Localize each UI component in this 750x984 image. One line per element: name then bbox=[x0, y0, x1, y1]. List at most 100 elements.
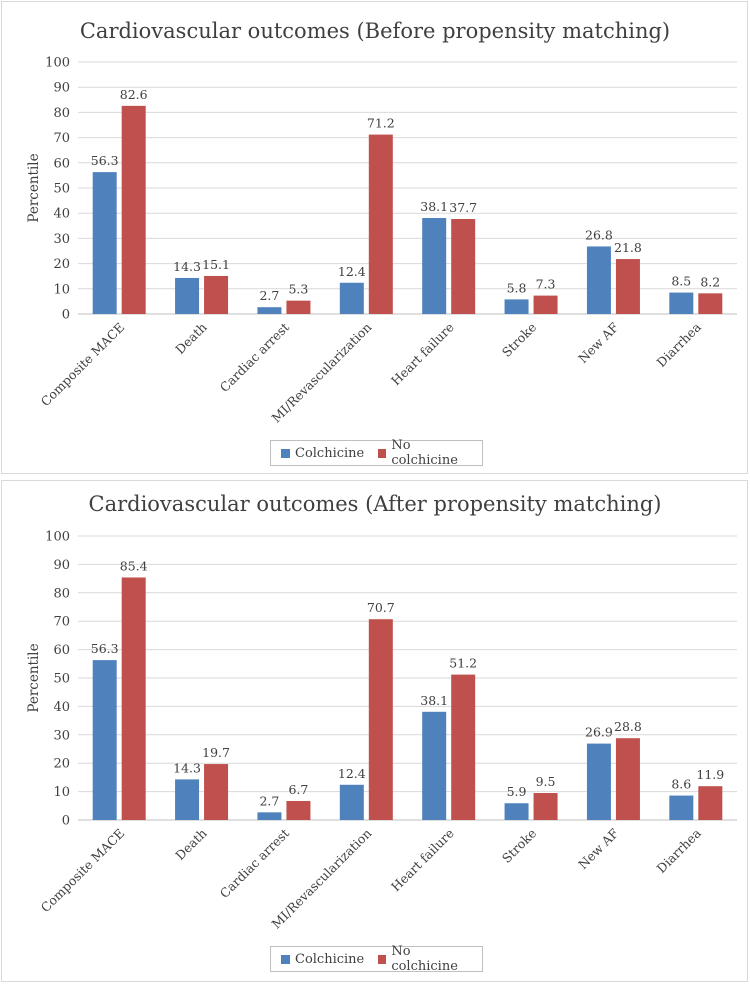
bar-colchicine-diarrhea bbox=[669, 795, 694, 820]
data-label-no-colchicine-death: 15.1 bbox=[202, 257, 230, 272]
data-label-no-colchicine-mi-revascularization: 71.2 bbox=[367, 116, 395, 131]
legend-label-no-colchicine: No colchicine bbox=[391, 944, 458, 974]
legend-item-colchicine: Colchicine bbox=[281, 446, 364, 461]
legend-swatch-no-colchicine bbox=[378, 448, 387, 458]
bar-no-colchicine-death bbox=[204, 275, 229, 314]
bar-no-colchicine-mi-revascularization bbox=[368, 619, 393, 820]
data-label-no-colchicine-cardiac-arrest: 5.3 bbox=[288, 282, 308, 297]
y-tick-label: 40 bbox=[53, 700, 70, 715]
data-label-colchicine-mi-revascularization: 12.4 bbox=[338, 766, 366, 781]
y-tick-label: 70 bbox=[53, 131, 70, 146]
y-tick-label: 60 bbox=[53, 643, 70, 658]
bar-no-colchicine-heart-failure bbox=[451, 218, 476, 314]
x-tick-label: New AF bbox=[575, 319, 622, 366]
x-tick-label: Stroke bbox=[499, 320, 539, 360]
data-label-no-colchicine-cardiac-arrest: 6.7 bbox=[288, 782, 308, 797]
y-axis-label: Percentile bbox=[26, 643, 42, 712]
legend-item-no-colchicine: No colchicine bbox=[378, 438, 472, 468]
x-tick-label: Diarrhea bbox=[653, 825, 704, 876]
chart-panel-before: Cardiovascular outcomes (Before propensi… bbox=[1, 1, 748, 474]
y-tick-label: 30 bbox=[53, 728, 70, 743]
y-tick-label: 90 bbox=[53, 81, 70, 96]
bar-no-colchicine-heart-failure bbox=[451, 674, 476, 820]
y-tick-label: 10 bbox=[53, 282, 70, 297]
legend-label-colchicine: Colchicine bbox=[295, 951, 365, 967]
chart-title: Cardiovascular outcomes (After propensit… bbox=[89, 492, 662, 516]
data-label-colchicine-stroke: 5.9 bbox=[507, 784, 527, 799]
bar-no-colchicine-mi-revascularization bbox=[368, 134, 393, 314]
chart-after-svg: Cardiovascular outcomes (After propensit… bbox=[26, 492, 737, 931]
data-label-no-colchicine-diarrhea: 11.9 bbox=[696, 767, 724, 782]
x-tick-label: Heart failure bbox=[388, 320, 457, 389]
bar-colchicine-stroke bbox=[504, 299, 529, 314]
data-label-colchicine-stroke: 5.8 bbox=[507, 280, 527, 295]
y-tick-label: 70 bbox=[53, 615, 70, 630]
y-tick-label: 90 bbox=[53, 558, 70, 573]
legend-after: Colchicine No colchicine bbox=[270, 944, 483, 974]
bar-no-colchicine-stroke bbox=[533, 295, 558, 314]
data-label-no-colchicine-stroke: 9.5 bbox=[536, 774, 556, 789]
bar-no-colchicine-new-af bbox=[615, 738, 640, 820]
data-label-colchicine-cardiac-arrest: 2.7 bbox=[259, 288, 279, 303]
bar-colchicine-diarrhea bbox=[669, 292, 694, 314]
y-tick-label: 50 bbox=[53, 672, 70, 687]
x-tick-label: Stroke bbox=[499, 826, 539, 866]
y-axis-label: Percentile bbox=[26, 153, 42, 222]
data-label-colchicine-new-af: 26.9 bbox=[585, 725, 613, 740]
y-tick-label: 100 bbox=[45, 530, 70, 545]
x-tick-label: Cardiac arrest bbox=[217, 320, 292, 395]
x-tick-label: Composite MACE bbox=[38, 826, 128, 916]
y-tick-label: 60 bbox=[53, 156, 70, 171]
data-label-colchicine-composite-mace: 56.3 bbox=[91, 641, 119, 656]
bar-colchicine-cardiac-arrest bbox=[257, 812, 282, 820]
legend-swatch-colchicine bbox=[281, 448, 290, 458]
data-label-no-colchicine-stroke: 7.3 bbox=[536, 277, 556, 292]
data-label-no-colchicine-composite-mace: 85.4 bbox=[120, 558, 148, 573]
x-tick-label: Heart failure bbox=[388, 826, 457, 895]
y-tick-label: 80 bbox=[53, 106, 70, 121]
bar-no-colchicine-composite-mace bbox=[121, 577, 146, 820]
data-label-colchicine-heart-failure: 38.1 bbox=[420, 199, 448, 214]
bar-no-colchicine-cardiac-arrest bbox=[286, 800, 311, 820]
data-label-no-colchicine-heart-failure: 37.7 bbox=[449, 200, 477, 215]
legend-item-colchicine: Colchicine bbox=[281, 952, 364, 967]
x-tick-label: Composite MACE bbox=[38, 320, 128, 410]
bar-colchicine-new-af bbox=[586, 246, 611, 314]
bar-no-colchicine-cardiac-arrest bbox=[286, 300, 311, 314]
data-label-no-colchicine-composite-mace: 82.6 bbox=[120, 87, 148, 102]
x-tick-label: Death bbox=[172, 826, 209, 863]
legend-before: Colchicine No colchicine bbox=[270, 438, 483, 468]
bar-no-colchicine-diarrhea bbox=[698, 293, 723, 314]
bar-no-colchicine-new-af bbox=[615, 259, 640, 314]
data-label-colchicine-mi-revascularization: 12.4 bbox=[338, 264, 366, 279]
data-label-no-colchicine-diarrhea: 8.2 bbox=[700, 274, 720, 289]
y-tick-label: 30 bbox=[53, 232, 70, 247]
data-label-colchicine-death: 14.3 bbox=[173, 259, 201, 274]
legend-swatch-no-colchicine bbox=[378, 954, 387, 964]
data-label-colchicine-diarrhea: 8.6 bbox=[671, 777, 691, 792]
bar-no-colchicine-composite-mace bbox=[121, 105, 146, 315]
y-tick-label: 40 bbox=[53, 207, 70, 222]
y-tick-label: 20 bbox=[53, 257, 70, 272]
bar-colchicine-composite-mace bbox=[92, 172, 117, 314]
chart-panel-after: Cardiovascular outcomes (After propensit… bbox=[1, 480, 748, 982]
data-label-no-colchicine-new-af: 28.8 bbox=[614, 719, 642, 734]
y-tick-label: 100 bbox=[45, 56, 70, 71]
y-tick-label: 50 bbox=[53, 182, 70, 197]
x-tick-label: Diarrhea bbox=[653, 319, 704, 370]
bar-colchicine-mi-revascularization bbox=[339, 784, 364, 820]
bar-no-colchicine-diarrhea bbox=[698, 786, 723, 820]
bar-colchicine-composite-mace bbox=[92, 660, 117, 820]
legend-swatch-colchicine bbox=[281, 954, 290, 964]
data-label-no-colchicine-new-af: 21.8 bbox=[614, 240, 642, 255]
data-label-colchicine-heart-failure: 38.1 bbox=[420, 693, 448, 708]
bar-colchicine-stroke bbox=[504, 803, 529, 820]
bar-colchicine-cardiac-arrest bbox=[257, 307, 282, 314]
bar-colchicine-mi-revascularization bbox=[339, 282, 364, 314]
data-label-colchicine-cardiac-arrest: 2.7 bbox=[259, 793, 279, 808]
chart-before-svg: Cardiovascular outcomes (Before propensi… bbox=[26, 19, 737, 425]
bar-no-colchicine-death bbox=[204, 764, 229, 820]
data-label-colchicine-diarrhea: 8.5 bbox=[671, 274, 691, 289]
data-label-colchicine-composite-mace: 56.3 bbox=[91, 153, 119, 168]
data-label-colchicine-death: 14.3 bbox=[173, 760, 201, 775]
